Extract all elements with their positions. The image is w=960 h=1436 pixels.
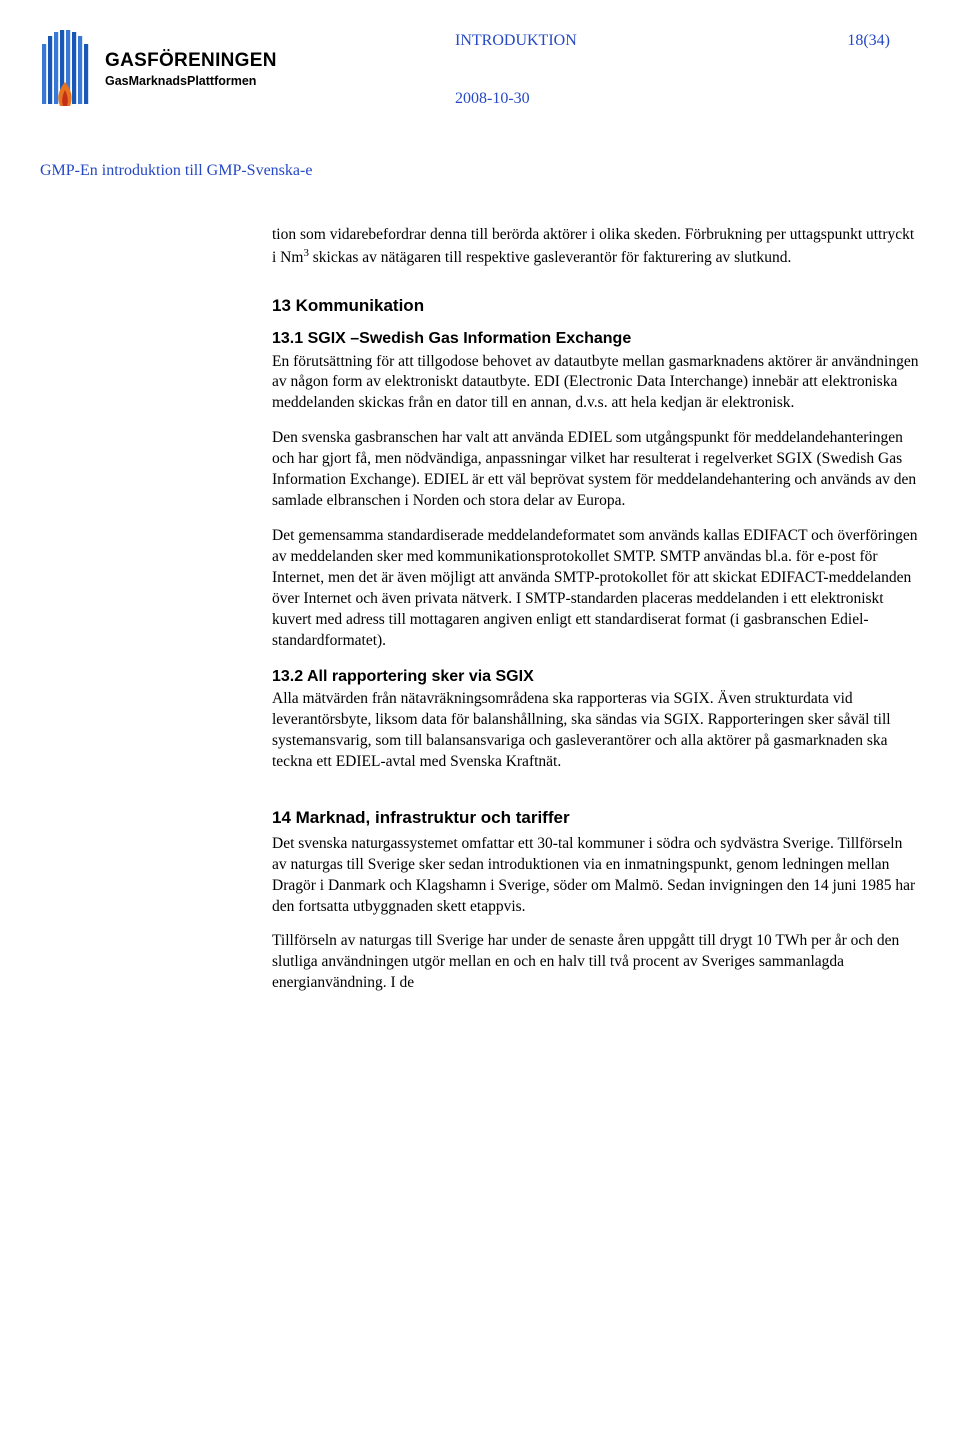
section-14-p1: Det svenska naturgassystemet omfattar et… [272,834,920,918]
logo-text: GASFÖRENINGEN GasMarknadsPlattformen [105,48,277,91]
main-content: tion som vidarebefordrar denna till berö… [272,225,920,994]
section-14-heading: 14 Marknad, infrastruktur och tariffer [272,807,920,830]
section-13-2-p1: Alla mätvärden från nätavräkningsområden… [272,689,920,773]
intro-text-2: skickas av nätägaren till respektive gas… [309,249,791,266]
section-13-1-p1: En förutsättning för att tillgodose beho… [272,352,920,415]
doc-type: INTRODUKTION [455,30,577,52]
section-13-1-p2: Den svenska gasbranschen har valt att an… [272,428,920,512]
section-13-2-heading: 13.2 All rapportering sker via SGIX [272,666,920,688]
section-13-1-heading: 13.1 SGIX –Swedish Gas Information Excha… [272,328,920,350]
flame-logo-icon [40,30,95,108]
doc-date: 2008-10-30 [455,88,530,110]
logo-subtitle: GasMarknadsPlattformen [105,73,277,90]
section-13-heading: 13 Kommunikation [272,295,920,318]
page-header: GASFÖRENINGEN GasMarknadsPlattformen INT… [60,30,900,170]
logo-block: GASFÖRENINGEN GasMarknadsPlattformen [40,30,277,108]
intro-paragraph: tion som vidarebefordrar denna till berö… [272,225,920,269]
page-indicator: 18(34) [847,30,890,52]
logo-title: GASFÖRENINGEN [105,48,277,74]
section-13-1-p3: Det gemensamma standardiserade meddeland… [272,526,920,652]
header-right: INTRODUKTION 18(34) [455,30,900,52]
section-14-p2: Tillförseln av naturgas till Sverige har… [272,931,920,994]
doc-id: GMP-En introduktion till GMP-Svenska-e [40,160,312,182]
